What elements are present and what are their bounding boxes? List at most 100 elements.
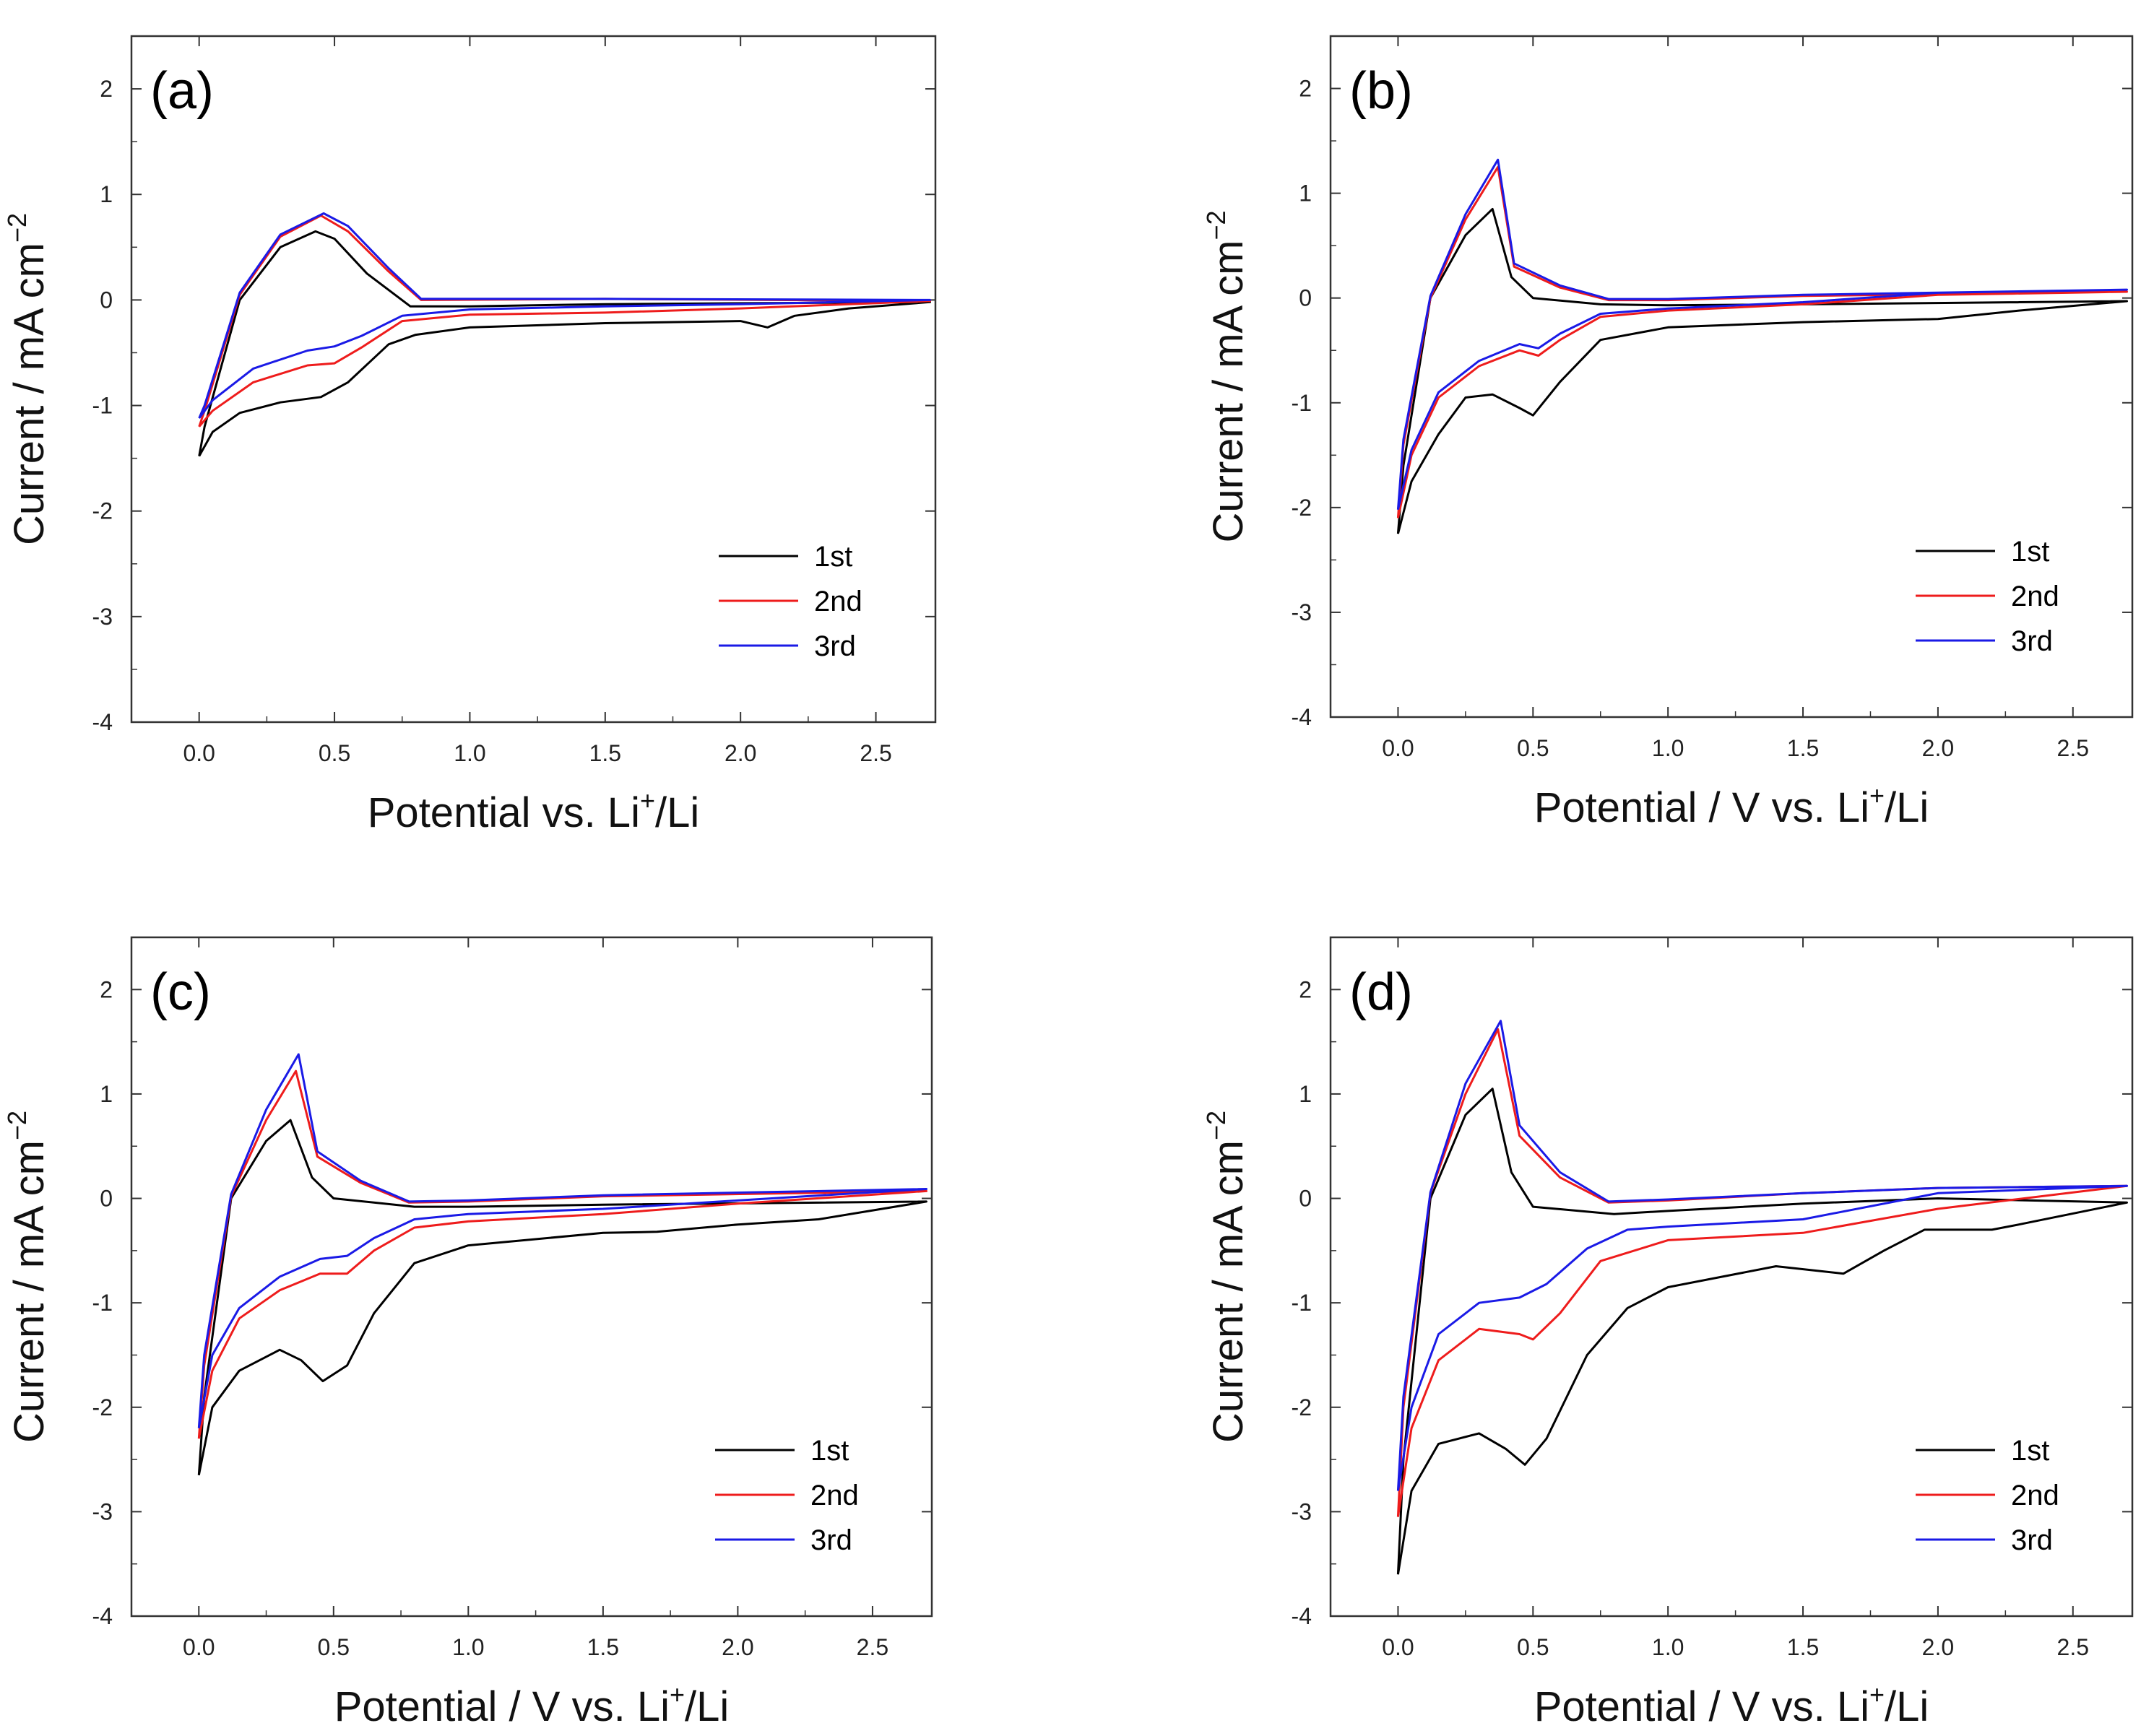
x-tick-label: 1.5 [587, 1634, 619, 1660]
plot-frame [1329, 35, 2134, 719]
legend-label: 3rd [814, 630, 856, 662]
y-tick-label: -3 [1292, 599, 1312, 625]
x-axis-label-tail: /Li [655, 789, 699, 836]
y-tick-label: 1 [1299, 181, 1312, 207]
y-tick-label: 2 [100, 76, 113, 102]
x-axis-label-main: Potential / V vs. Li [1534, 784, 1869, 831]
legend-label: 3rd [2011, 1524, 2053, 1556]
x-tick-label: 2.5 [2057, 1634, 2089, 1660]
y-tick-label: -1 [92, 1290, 113, 1316]
legend-label: 2nd [2011, 581, 2059, 612]
y-axis-label: Current / mA cm−2 [2, 1111, 53, 1443]
x-tick-label: 0.0 [183, 740, 215, 766]
y-tick-label: -2 [92, 498, 113, 524]
x-axis-label-sup: + [670, 1680, 685, 1709]
y-axis-label-sup: −2 [2, 213, 32, 243]
series-line-2nd [198, 214, 931, 428]
y-tick-label: 0 [1299, 1186, 1312, 1212]
x-tick-label: 1.0 [454, 740, 485, 766]
y-tick-label: -1 [1292, 1290, 1312, 1316]
panel-c: 0.0 0.5 1.0 1.5 2.0 2.5 -4 -3 -2 -1 0 1 2 (c) Potentia… [2, 936, 933, 1730]
panel-b: 0.0 0.5 1.0 1.5 2.0 2.5 -4 -3 -2 -1 0 1 2 (b) Potentia… [1201, 35, 2134, 831]
series-line-1st [1396, 1088, 2128, 1575]
y-tick-label: -2 [1292, 1394, 1312, 1420]
y-axis-label-main: Current / mA cm [6, 243, 53, 545]
y-axis-label-main: Current / mA cm [1205, 240, 1252, 543]
x-tick-label: 1.5 [589, 740, 621, 766]
series-line-1st [1396, 207, 2128, 534]
y-tick-label: 2 [1299, 976, 1312, 1002]
y-tick-label: -1 [92, 393, 113, 419]
y-axis-label-sup: −2 [2, 1111, 32, 1140]
legend-label: 2nd [810, 1480, 859, 1511]
y-tick-label: -4 [1292, 1603, 1312, 1629]
x-tick-label: 2.0 [725, 740, 756, 766]
x-tick-label: 0.5 [1517, 735, 1549, 761]
y-tick-label: 2 [1299, 76, 1312, 102]
y-axis-label-sup: −2 [1201, 210, 1231, 240]
legend-label: 2nd [814, 586, 862, 617]
x-tick-label: 0.0 [183, 1634, 215, 1660]
y-tick-label: -4 [92, 709, 113, 735]
panel-d: 0.0 0.5 1.0 1.5 2.0 2.5 -4 -3 -2 -1 0 1 2 (d) Potentia… [1201, 936, 2134, 1730]
y-tick-label: -2 [92, 1394, 113, 1420]
x-axis-label: Potential / V vs. Li+/Li [1534, 1680, 1929, 1730]
legend-label: 2nd [2011, 1480, 2059, 1511]
y-tick-label: 2 [100, 976, 113, 1002]
x-axis-label-main: Potential / V vs. Li [334, 1683, 670, 1730]
x-axis-label: Potential / V vs. Li+/Li [1534, 781, 1929, 831]
plot-frame [1329, 936, 2134, 1618]
y-tick-label: -1 [1292, 390, 1312, 416]
plot-frame [130, 936, 933, 1618]
y-axis-label: Current / mA cm−2 [1201, 1111, 1252, 1443]
y-axis-label-main: Current / mA cm [6, 1140, 53, 1443]
legend-label: 1st [2011, 536, 2049, 568]
y-tick-label: -4 [92, 1603, 113, 1629]
x-tick-label: 2.0 [1922, 1634, 1954, 1660]
x-axis-label-sup: + [1869, 1680, 1885, 1709]
y-tick-label: 0 [100, 287, 113, 313]
x-tick-label: 0.5 [319, 740, 350, 766]
x-axis-label-sup: + [640, 786, 655, 815]
y-axis-label-main: Current / mA cm [1205, 1140, 1252, 1443]
x-axis-label-sup: + [1869, 781, 1885, 810]
y-tick-label: -3 [1292, 1498, 1312, 1524]
y-tick-label: -2 [1292, 495, 1312, 521]
legend-label: 1st [2011, 1435, 2049, 1467]
y-tick-label: -3 [92, 604, 113, 630]
x-tick-label: 1.5 [1787, 1634, 1819, 1660]
series-line-1st [198, 230, 931, 457]
y-axis-label: Current / mA cm−2 [2, 213, 53, 545]
series-line-1st [197, 1119, 927, 1476]
y-tick-label: 1 [1299, 1081, 1312, 1107]
x-tick-label: 2.5 [2057, 735, 2089, 761]
x-axis-label: Potential / V vs. Li+/Li [334, 1680, 730, 1730]
series-line-2nd [197, 1069, 927, 1439]
series-line-3rd [1396, 158, 2128, 511]
y-axis-label: Current / mA cm−2 [1201, 210, 1252, 542]
y-axis-label-sup: −2 [1201, 1111, 1231, 1140]
x-axis-label-main: Potential / V vs. Li [1534, 1683, 1869, 1730]
y-tick-label: 0 [100, 1186, 113, 1212]
panel-label: (b) [1349, 62, 1413, 120]
x-tick-label: 1.0 [1652, 1634, 1684, 1660]
legend-label: 3rd [2011, 625, 2053, 657]
x-tick-label: 2.0 [722, 1634, 753, 1660]
x-tick-label: 2.5 [857, 1634, 888, 1660]
panel-label: (d) [1349, 963, 1413, 1021]
panel-label: (a) [150, 62, 214, 120]
plot-frame [130, 35, 937, 724]
x-tick-label: 2.5 [860, 740, 891, 766]
x-tick-label: 1.0 [452, 1634, 484, 1660]
x-axis-label-main: Potential vs. Li [368, 789, 640, 836]
series-line-3rd [198, 212, 931, 420]
x-tick-label: 0.5 [1517, 1634, 1549, 1660]
x-tick-label: 1.0 [1652, 735, 1684, 761]
x-axis-label: Potential vs. Li+/Li [368, 786, 700, 836]
panel-label: (c) [150, 963, 211, 1021]
x-axis-label-tail: /Li [1885, 784, 1929, 831]
y-tick-label: -3 [92, 1498, 113, 1524]
x-tick-label: 0.0 [1382, 1634, 1414, 1660]
